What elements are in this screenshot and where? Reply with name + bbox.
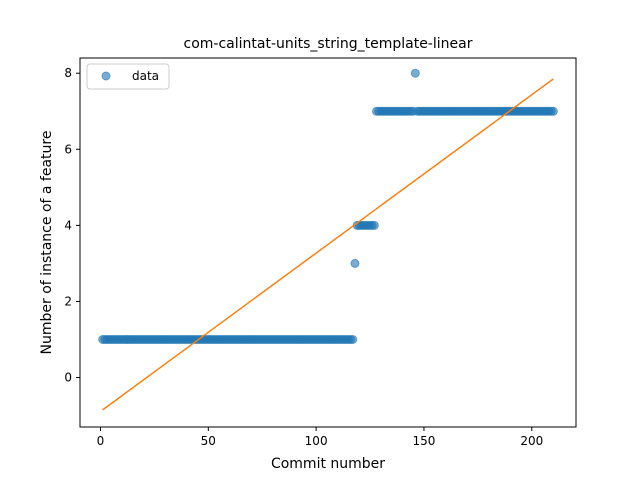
data-point — [350, 258, 360, 268]
x-tick-label: 0 — [97, 434, 105, 448]
legend-label-data: data — [132, 69, 159, 83]
y-axis: 0 2 4 6 8 — [64, 66, 80, 385]
y-tick-label: 6 — [64, 142, 72, 156]
x-tick-label: 200 — [520, 434, 543, 448]
x-tick-label: 50 — [201, 434, 216, 448]
y-tick-label: 8 — [64, 66, 72, 80]
legend-box — [86, 63, 170, 90]
legend-marker-data — [101, 71, 111, 81]
data-marks — [98, 68, 558, 411]
y-tick-label: 4 — [64, 218, 72, 232]
plot-frame — [79, 57, 577, 428]
y-tick-label: 2 — [64, 294, 72, 308]
data-point — [369, 220, 379, 230]
y-tick-label: 0 — [64, 371, 72, 385]
data-point — [548, 106, 558, 116]
x-axis-label: Commit number — [271, 456, 385, 472]
data-point — [348, 335, 358, 345]
x-tick-label: 150 — [413, 434, 436, 448]
chart-title: com-calintat-units_string_template-linea… — [184, 36, 473, 52]
plot-area — [79, 57, 577, 428]
legend: data — [86, 63, 170, 90]
data-point — [410, 68, 420, 78]
x-tick-label: 100 — [305, 434, 328, 448]
y-axis-label: Number of instance of a feature — [39, 131, 55, 355]
fit-line — [102, 78, 554, 411]
x-axis: 0 50 100 150 200 — [97, 427, 543, 448]
